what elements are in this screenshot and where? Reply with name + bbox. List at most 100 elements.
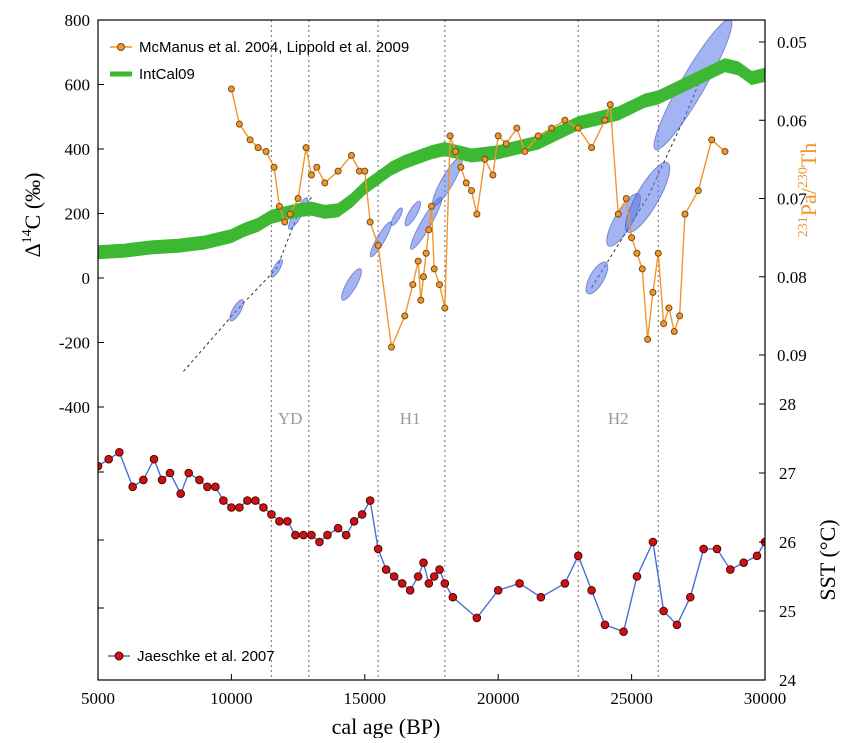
mcmanus-point (422, 249, 430, 257)
y-right-title-sup1: 231 (796, 216, 811, 237)
y-right-bottom-axis-title: SST (°C) (815, 519, 840, 600)
mcmanus-point (670, 328, 678, 336)
jaeschke-point (149, 454, 159, 464)
mcmanus-point (521, 148, 529, 156)
jaeschke-point (752, 551, 762, 561)
intcal-band (98, 58, 765, 260)
mcmanus-point (294, 195, 302, 202)
y-left-tick-label: 400 (65, 140, 91, 159)
jaeschke-point (299, 530, 308, 540)
x-axis-title: cal age (BP) (332, 714, 441, 738)
mcmanus-point (462, 179, 470, 187)
mcmanus-point (644, 335, 652, 343)
calibration-ellipse (390, 207, 403, 227)
jaeschke-point (291, 530, 300, 540)
x-tick-label: 5000 (81, 689, 115, 708)
jaeschke-point (365, 496, 375, 505)
mcmanus-point (446, 132, 454, 140)
mcmanus-point (628, 234, 636, 242)
x-tick-label: 25000 (610, 689, 653, 708)
mcmanus-point (281, 218, 289, 226)
y-right-title-sup2: 230 (796, 167, 811, 188)
jaeschke-point (659, 606, 668, 616)
y-left-tick-label: 200 (65, 205, 91, 224)
mcmanus-point (366, 218, 374, 226)
jaeschke-point (435, 565, 444, 574)
mcmanus-point (676, 312, 684, 320)
mcmanus-point (321, 179, 329, 187)
mcmanus-point (473, 210, 481, 218)
mcmanus-point (286, 210, 294, 218)
mcmanus-point (401, 312, 409, 320)
y-right-sst-tick-label: 24 (779, 671, 797, 690)
y-right-title-mid: Pa/ (796, 187, 821, 216)
mcmanus-point (665, 304, 673, 312)
mcmanus-point (468, 187, 476, 195)
y-left-tick-label: 600 (65, 76, 91, 95)
y-left-title-main: Δ (20, 243, 45, 257)
mcmanus-point (262, 148, 270, 156)
plot-frame (97, 19, 766, 681)
mcmanus-point (361, 167, 369, 175)
mcmanus-point (548, 124, 556, 132)
calibration-ellipse (229, 299, 245, 322)
mcmanus-point (601, 116, 609, 124)
mcmanus-point (313, 163, 321, 171)
x-tick-label: 15000 (344, 689, 387, 708)
calibration-ellipse (624, 161, 671, 233)
mcmanus-point (681, 210, 689, 218)
jaeschke-point (267, 510, 276, 519)
y-right-pa-tick-label: 0.09 (777, 346, 807, 365)
calibration-ellipse (270, 259, 283, 278)
jaeschke-point (323, 530, 332, 540)
y-right-sst-tick-label: 25 (779, 602, 796, 621)
mcmanus-point (649, 288, 657, 296)
jaeschke-point (243, 496, 252, 505)
mcmanus-point (660, 320, 668, 328)
jaeschke-point (726, 565, 735, 574)
jaeschke-point (176, 489, 186, 499)
mcmanus-point (374, 241, 382, 249)
jaeschke-point (632, 572, 642, 581)
calibration-ellipse (404, 200, 422, 227)
mcmanus-point (481, 155, 489, 163)
mcmanus-point (419, 273, 427, 281)
mcmanus-point (302, 144, 310, 152)
jaeschke-point (357, 510, 367, 519)
jaeschke-point (341, 530, 351, 540)
y-right-sst-tick-label: 28 (779, 395, 796, 414)
y-right-sst-tick-label: 26 (779, 533, 796, 552)
event-label: YD (278, 409, 303, 428)
jaeschke-point (104, 454, 113, 464)
jaeschke-point (283, 517, 292, 526)
mcmanus-point (502, 140, 510, 148)
y-right-title-end: Th (796, 143, 821, 167)
y-left-axis-title: Δ14C (‰) (20, 173, 45, 258)
jaeschke-point (333, 523, 343, 533)
jaeschke-point (413, 572, 423, 581)
y-left-tick-label: -200 (59, 334, 90, 353)
legend-bottom: Jaeschke et al. 2007 (108, 648, 275, 665)
mcmanus-point (614, 210, 622, 218)
jaeschke-point (699, 544, 708, 554)
mcmanus-point (574, 124, 582, 132)
event-labels: YD H1 H2 (278, 409, 629, 428)
jaeschke-point (619, 627, 628, 637)
jaeschke-point (648, 537, 658, 547)
mcmanus-point (721, 148, 729, 156)
event-lines (270, 20, 659, 680)
x-tick-label: 10000 (210, 689, 253, 708)
mcmanus-point (347, 151, 355, 159)
jaeschke-point (165, 468, 175, 478)
jaeschke-point (195, 475, 204, 485)
jaeschke-point (739, 558, 748, 568)
mcmanus-point (513, 124, 521, 132)
jaeschke-point (712, 544, 722, 554)
jaeschke-point (211, 482, 220, 492)
jaeschke-point (184, 468, 194, 478)
y-right-pa-tick-label: 0.08 (777, 268, 807, 287)
jaeschke-point (493, 586, 503, 595)
jaeschke-point (536, 592, 546, 602)
legend-jaeschke-marker (114, 651, 124, 661)
jaeschke-point (307, 530, 316, 540)
